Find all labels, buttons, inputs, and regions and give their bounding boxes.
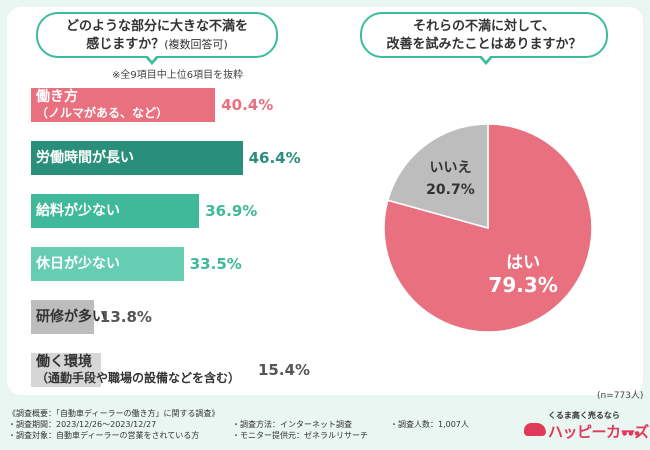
bar [31, 88, 216, 122]
bar-category-line: 給料が少ない [36, 203, 120, 219]
survey-footer: 《調査概要：「自動車ディーラーの働き方」に関する調査》 ・調査期間：2023/1… [0, 402, 650, 450]
logo-name-text: ハッピーカーズ [548, 423, 649, 441]
left-question-bubble: どのような部分に大きな不満を 感じますか？(複数回答可) [36, 12, 278, 65]
left-question-line2-row: 感じますか？(複数回答可) [38, 36, 276, 54]
logo-registered: ® [649, 421, 650, 430]
bar-value-label: 15.4% [258, 361, 311, 379]
bar-value-label: 46.4% [248, 149, 301, 167]
bubble-tail [144, 54, 160, 65]
bar-category-line: 働く環境 [36, 354, 92, 370]
top6-note: ※全9項目中上位6項目を抜粋 [112, 70, 244, 81]
pie-slice-label: はい 79.3% [483, 252, 563, 296]
bar-value-label: 33.5% [189, 255, 242, 273]
left-question-line1: どのような部分に大きな不満を [65, 19, 248, 34]
footer-line: ・モニター提供元：ゼネラルリサーチ [232, 431, 368, 440]
footer-line: ・調査期間：2023/12/26～2023/12/27 [8, 420, 157, 429]
pie-value: 79.3% [488, 273, 558, 298]
footer-line: ・調査対象：自動車ディーラーの営業をされている方 [8, 431, 200, 440]
bar [31, 247, 184, 281]
bar-category-line: 休日が少ない [36, 256, 120, 272]
right-question-line2: 改善を試みたことはありますか？ [386, 37, 582, 52]
bar [31, 141, 243, 175]
bar-value-label: 36.9% [205, 202, 258, 220]
logo-name: ハッピーカーズ® [548, 421, 650, 442]
bubble-tail [478, 54, 494, 65]
improvement-pie-chart [383, 123, 593, 333]
bar-category-line: （通勤手段や職場の設備などを含む） [36, 371, 241, 385]
bar-category-label: 給料が少ない [36, 203, 120, 219]
right-question-bubble: それらの不満に対して、 改善を試みたことはありますか？ [360, 12, 608, 65]
pie-category: いいえ [429, 159, 472, 176]
bar-category-label: 休日が少ない [36, 256, 120, 272]
footer-col-method: ・調査方法：インターネット調査 ・モニター提供元：ゼネラルリサーチ [232, 419, 368, 441]
footer-line: 《調査概要：「自動車ディーラーの働き方」に関する調査》 [8, 409, 220, 418]
bar [31, 353, 102, 387]
pie-slice-label: いいえ 20.7% [410, 157, 490, 201]
pie-category: はい [506, 253, 541, 274]
bar [31, 300, 94, 334]
pie-slice [386, 123, 489, 229]
logo-dots-icon: ●●● [622, 430, 641, 437]
bar-category-label: 研修が多い [36, 309, 106, 325]
car-icon [524, 423, 546, 436]
bar-value-label: 40.4% [221, 96, 274, 114]
bar [31, 194, 200, 228]
logo-tagline: くるま高く売るなら [548, 411, 620, 420]
bar-category-line: 働き方 [36, 89, 78, 105]
sample-size: (n=773人) [597, 391, 644, 401]
left-question-sub: (複数回答可) [164, 38, 228, 51]
pie-value: 20.7% [426, 181, 475, 198]
bar-value-label: 13.8% [99, 308, 152, 326]
bar-category-line: （ノルマがある、など） [36, 106, 169, 120]
footer-line: ・調査方法：インターネット調査 [232, 420, 352, 429]
bar-category-label: 働き方 （ノルマがある、など） [36, 89, 168, 121]
bar-category-label: 働く環境 （通勤手段や職場の設備などを含む） [36, 354, 240, 386]
right-question-line1: それらの不満に対して、 [413, 19, 555, 34]
left-question-line2: 感じますか？ [86, 37, 165, 52]
footer-col-overview: 《調査概要：「自動車ディーラーの働き方」に関する調査》 ・調査期間：2023/1… [8, 408, 219, 441]
bar-category-line: 研修が多い [36, 309, 106, 325]
bar-category-label: 労働時間が長い [36, 150, 134, 166]
happy-cars-logo: くるま高く売るなら ハッピーカーズ® ●●● [520, 410, 650, 444]
bar-category-line: 労働時間が長い [36, 150, 134, 166]
footer-line: ・調査人数：1,007人 [390, 420, 469, 429]
footer-col-count: ・調査人数：1,007人 [390, 419, 469, 430]
